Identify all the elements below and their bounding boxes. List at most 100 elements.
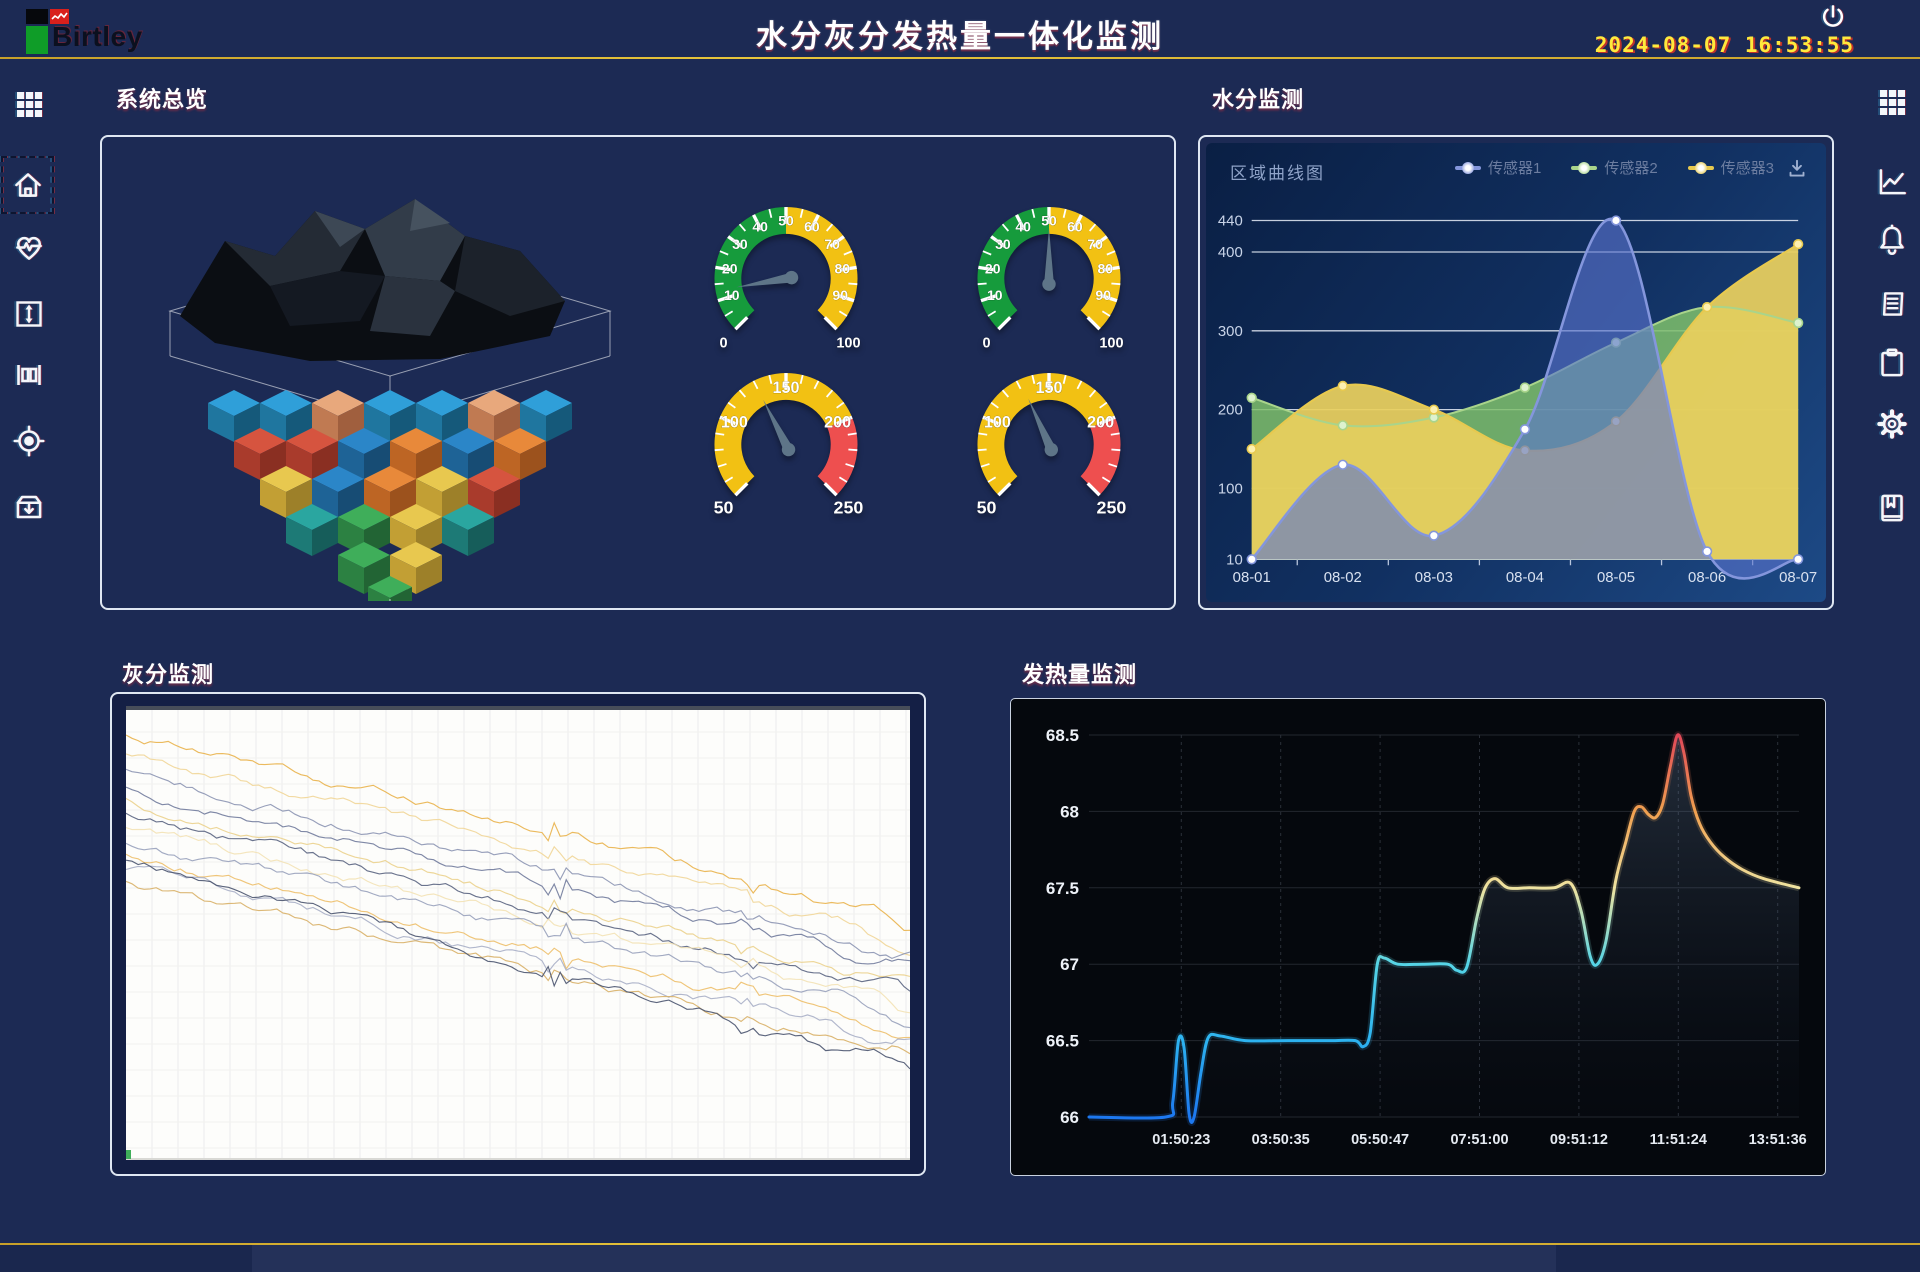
heart-pulse-icon: [15, 236, 42, 260]
svg-text:11:51:24: 11:51:24: [1650, 1132, 1707, 1148]
svg-text:100: 100: [836, 336, 860, 352]
legend-item-sensor2[interactable]: 传感器2: [1571, 157, 1658, 178]
svg-text:20: 20: [985, 260, 1001, 276]
svg-text:09:51:12: 09:51:12: [1550, 1132, 1608, 1148]
moisture-chart-card: 10 100 200 300 400 440 08-01 08-02 08-03 08-04 08-…: [1206, 143, 1826, 602]
ash-section-title: 灰分监测: [122, 662, 215, 687]
moisture-chart-title: 区域曲线图: [1230, 164, 1325, 183]
svg-text:08-03: 08-03: [1415, 570, 1453, 586]
legend-label-sensor3: 传感器3: [1720, 160, 1774, 177]
moisture-section-title: 水分监测: [1212, 87, 1305, 112]
ash-gauge-1: 100 150 200 50 250: [713, 373, 864, 518]
manual-book-icon: [1880, 494, 1903, 522]
svg-text:50: 50: [1041, 212, 1057, 228]
vertical-range-icon: [15, 301, 42, 327]
svg-text:20: 20: [722, 260, 738, 276]
header-divider: [0, 57, 1920, 59]
home-icon: [14, 173, 41, 197]
svg-text:200: 200: [1087, 413, 1114, 431]
svg-text:100: 100: [984, 413, 1011, 431]
sidebar-left-item-storage[interactable]: [0, 485, 57, 529]
svg-text:70: 70: [824, 236, 840, 252]
sidebar-left-item-histogram[interactable]: [0, 353, 57, 397]
sidebar-left-item-health[interactable]: [0, 225, 57, 269]
download-icon: [1789, 159, 1805, 177]
ash-gauge-2: 100 150 200 50 250: [976, 373, 1127, 518]
legend-label-sensor2: 传感器2: [1604, 160, 1658, 177]
legend-marker-sensor3: [1687, 161, 1714, 174]
sidebar-right-item-alarms[interactable]: [1863, 218, 1920, 262]
logo-green-square: [26, 26, 48, 54]
legend-item-sensor3[interactable]: 传感器3: [1687, 157, 1774, 178]
sidebar-left-item-apps[interactable]: [0, 82, 57, 126]
calorific-line-chart: 66 66.5 67 67.5 68 68.5 01:50:23 03:50:35 05:50:…: [1046, 726, 1807, 1148]
coal-3d-visualization: [168, 199, 612, 601]
moisture-legend: 传感器1 传感器2 传感器3: [1454, 157, 1774, 178]
svg-text:05:50:47: 05:50:47: [1351, 1132, 1409, 1148]
power-button[interactable]: [1818, 3, 1848, 33]
svg-text:07:51:00: 07:51:00: [1450, 1132, 1508, 1148]
svg-text:68: 68: [1060, 802, 1079, 821]
svg-text:400: 400: [1218, 245, 1243, 261]
svg-text:300: 300: [1218, 324, 1243, 340]
svg-text:08-01: 08-01: [1233, 570, 1271, 586]
sidebar-right: [1863, 59, 1920, 1243]
svg-text:13:51:36: 13:51:36: [1749, 1132, 1807, 1148]
sidebar-right-item-reports[interactable]: [1863, 282, 1920, 326]
svg-text:0: 0: [720, 336, 728, 352]
bell-icon: [1879, 224, 1904, 255]
svg-text:50: 50: [977, 498, 997, 518]
sidebar-right-item-manual[interactable]: [1863, 486, 1920, 530]
svg-text:100: 100: [1218, 481, 1243, 497]
svg-text:08-02: 08-02: [1324, 570, 1362, 586]
sidebar-left-item-range[interactable]: [0, 292, 57, 336]
storage-box-icon: [16, 495, 41, 519]
svg-text:08-04: 08-04: [1506, 570, 1544, 586]
svg-text:80: 80: [835, 260, 851, 276]
svg-text:08-06: 08-06: [1688, 570, 1726, 586]
calorific-section-title: 发热量监测: [1022, 662, 1138, 687]
svg-text:03:50:35: 03:50:35: [1252, 1132, 1310, 1148]
sidebar-right-item-settings[interactable]: [1863, 402, 1920, 446]
calorific-panel: 66 66.5 67 67.5 68 68.5 01:50:23 03:50:35 05:50:…: [1010, 698, 1826, 1176]
svg-text:80: 80: [1098, 260, 1114, 276]
sidebar-right-item-apps[interactable]: [1863, 80, 1920, 124]
legend-marker-sensor2: [1571, 161, 1598, 174]
svg-text:68.5: 68.5: [1046, 726, 1079, 745]
svg-text:250: 250: [1097, 498, 1127, 518]
sidebar-right-item-clipboard[interactable]: [1863, 341, 1920, 385]
footer-bar: [0, 1245, 1920, 1272]
svg-text:40: 40: [752, 218, 768, 234]
overview-panel: 10 20 30 40 50 60 70 80 90 0 100 10 20 30 40 50 60 70 80 9…: [100, 135, 1176, 610]
svg-text:150: 150: [1035, 379, 1062, 397]
sidebar-left-item-target[interactable]: [0, 419, 57, 463]
svg-text:250: 250: [834, 498, 864, 518]
svg-text:90: 90: [1095, 287, 1111, 303]
legend-marker-sensor1: [1454, 161, 1481, 174]
svg-text:60: 60: [1067, 218, 1083, 234]
legend-label-sensor1: 传感器1: [1487, 160, 1542, 177]
sidebar-left-item-home[interactable]: [1, 156, 54, 214]
legend-item-sensor1[interactable]: 传感器1: [1454, 157, 1542, 178]
ash-panel: [110, 692, 926, 1176]
histogram-icon: [16, 365, 41, 385]
footer-divider: [0, 1243, 1920, 1245]
sidebar-right-item-trends[interactable]: [1863, 160, 1920, 204]
moisture-area-chart: 10 100 200 300 400 440 08-01 08-02 08-03 08-04 08-…: [1218, 213, 1817, 586]
power-icon: [1822, 5, 1844, 27]
ash-trend-chart: [125, 706, 911, 1160]
download-button[interactable]: [1784, 155, 1810, 181]
svg-text:0: 0: [983, 336, 991, 352]
target-icon: [12, 425, 45, 457]
footer-strip: [252, 1245, 1556, 1272]
sidebar-left: [0, 59, 57, 1243]
svg-text:67: 67: [1060, 955, 1079, 974]
svg-text:50: 50: [714, 498, 734, 518]
ash-chart-card: [125, 706, 911, 1160]
moisture-panel: 10 100 200 300 400 440 08-01 08-02 08-03 08-04 08-…: [1198, 135, 1834, 610]
clock-readout: 2024-08-07 16:53:55: [1594, 33, 1854, 57]
svg-text:30: 30: [995, 236, 1011, 252]
svg-text:60: 60: [804, 218, 820, 234]
